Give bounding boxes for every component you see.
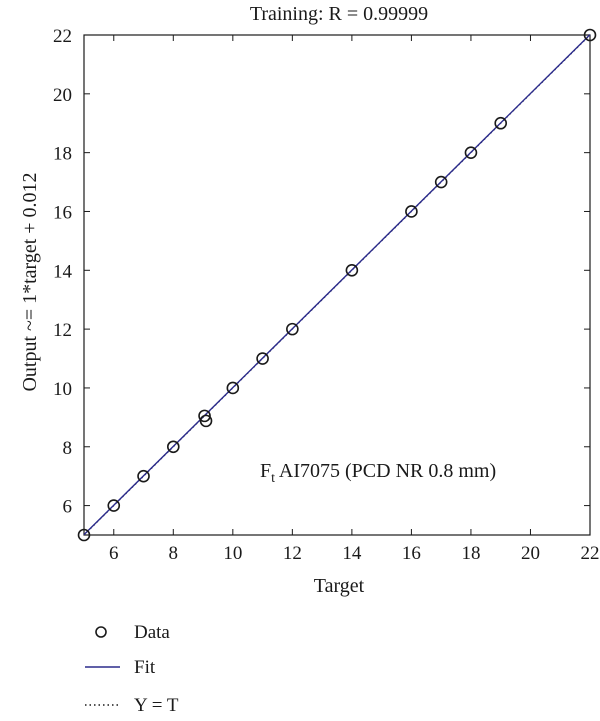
data-point [199, 414, 213, 428]
y-tick-label: 8 [63, 438, 73, 459]
plot-annotation: Ft AI7075 (PCD NR 0.8 mm) [260, 460, 496, 486]
annotation-subscript: t [271, 471, 275, 486]
legend-data-marker [95, 626, 107, 638]
x-tick-label: 18 [461, 543, 480, 564]
x-tick-label: 22 [581, 543, 600, 564]
axis-ticks: 6 8 10 12 14 16 18 20 22 6 8 10 12 14 16 18 20 22 [53, 26, 600, 564]
y-tick-label: 6 [63, 497, 73, 518]
legend-label-fit: Fit [134, 657, 156, 678]
data-point [286, 322, 299, 336]
y-tick-label: 16 [53, 202, 72, 223]
x-tick-label: 16 [402, 543, 421, 564]
data-point [226, 381, 240, 395]
legend-label-data: Data [134, 622, 170, 643]
data-point [107, 499, 121, 512]
legend: Data Fit Y = T [85, 622, 179, 716]
fit-line [83, 34, 591, 536]
annotation-rest: AI7075 (PCD NR 0.8 mm) [275, 460, 496, 482]
x-tick-label: 6 [109, 543, 119, 564]
data-point [256, 352, 269, 365]
y-tick-label: 20 [53, 85, 72, 106]
x-tick-label: 14 [342, 543, 362, 564]
data-point [583, 28, 597, 42]
x-tick-label: 20 [521, 543, 540, 564]
y-tick-label: 18 [53, 144, 72, 165]
annotation-main: F [260, 460, 271, 482]
y-tick-label: 14 [53, 261, 73, 282]
data-points [77, 28, 597, 542]
y-tick-label: 22 [53, 26, 72, 47]
chart-title: Training: R = 0.99999 [250, 3, 428, 25]
plot-area-frame [83, 34, 591, 536]
y-tick-label: 12 [53, 320, 72, 341]
series-lines [83, 34, 591, 536]
data-point [198, 409, 211, 423]
x-tick-label: 12 [283, 543, 302, 564]
x-tick-label: 10 [223, 543, 242, 564]
x-axis-label: Target [314, 575, 365, 597]
data-point [405, 205, 418, 218]
data-point [434, 175, 448, 189]
data-point [77, 528, 91, 542]
data-point [137, 469, 150, 483]
x-tick-label: 8 [169, 543, 179, 564]
y-axis-label: Output ~= 1*target + 0.012 [19, 172, 41, 391]
data-point [345, 263, 359, 277]
legend-label-yt: Y = T [134, 695, 179, 716]
data-point [464, 146, 478, 159]
data-point [494, 116, 508, 130]
y-tick-label: 10 [53, 379, 72, 400]
data-point [166, 440, 180, 454]
